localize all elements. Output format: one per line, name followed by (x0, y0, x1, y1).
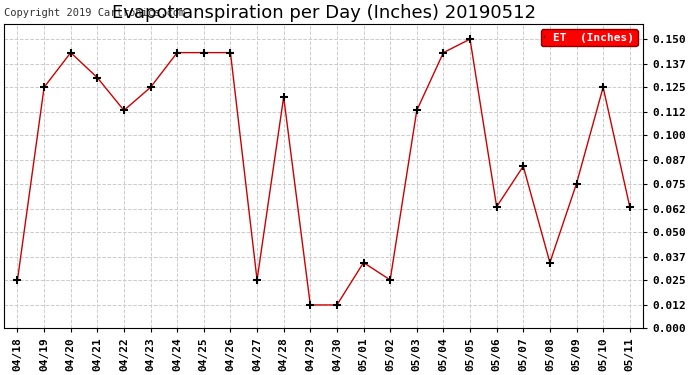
Text: Copyright 2019 Cartronics.com: Copyright 2019 Cartronics.com (4, 8, 186, 18)
Legend: ET  (Inches): ET (Inches) (541, 29, 638, 46)
Title: Evapotranspiration per Day (Inches) 20190512: Evapotranspiration per Day (Inches) 2019… (112, 4, 535, 22)
